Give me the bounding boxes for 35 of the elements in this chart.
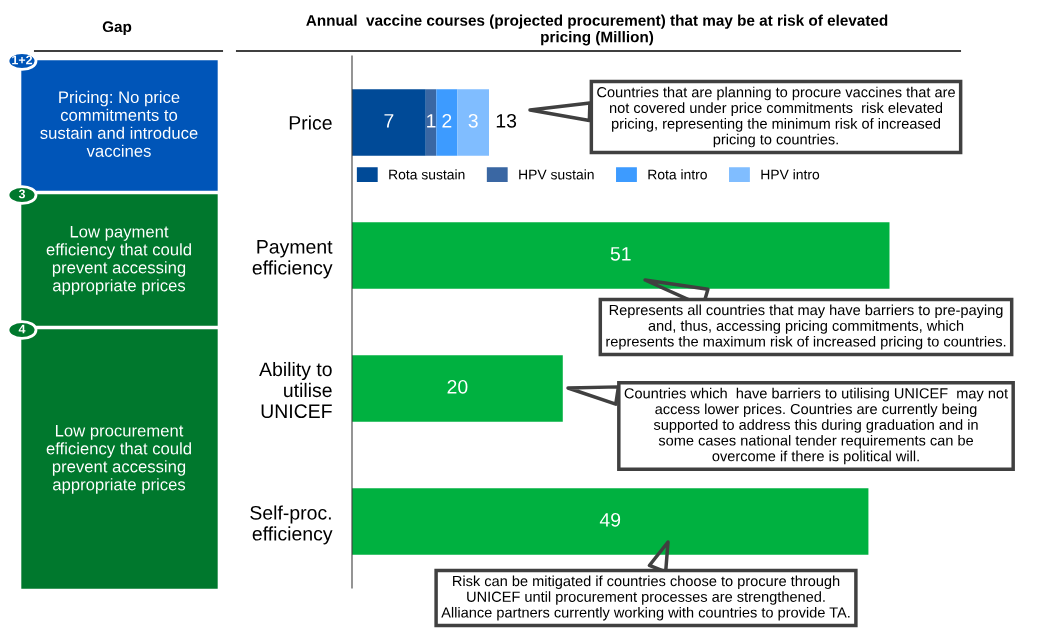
y-tick-label: Price	[289, 115, 332, 130]
bar	[352, 222, 890, 289]
y-tick-label: Ability to utilise UNICEF	[259, 361, 332, 419]
annotation: Risk can be mitigated if countries choose to procure through UNICEF until procurement processes are strengthened. Alliance partners currently working with countries to provide TA.	[441, 575, 850, 621]
data-label: 1	[427, 114, 436, 128]
bar	[352, 89, 426, 156]
text: Low procurement efficiency that could prevent accessing appropriate prices	[46, 424, 191, 494]
total-label: 13	[496, 113, 517, 128]
data-label: 3	[468, 113, 478, 128]
chart-title: Annual vaccine courses (projected procurement) that may be at risk of elevated pricing (Million)	[306, 14, 888, 46]
data-label: 7	[384, 114, 394, 128]
data-label: 49	[599, 512, 621, 527]
legend-label: HPV intro	[761, 169, 820, 180]
legend-label: Rota sustain	[389, 169, 465, 180]
y-tick-label: Payment efficiency	[252, 240, 333, 279]
text: 3	[18, 189, 26, 199]
legend-label: Rota intro	[648, 169, 707, 180]
bar	[457, 89, 490, 156]
text: 4	[18, 324, 26, 334]
bar	[352, 355, 563, 422]
annotation: Represents all countries that may have barriers to pre-paying and, thus, accessing pricing commitments, which represents the maximum risk of increased pricing to countries.	[606, 304, 1006, 350]
legend-label: HPV sustain	[519, 169, 594, 180]
text: Low payment efficiency that could prevent accessing appropriate prices	[46, 225, 191, 295]
annotation: Countries which have barriers to utilising UNICEF may not access lower prices. Countries are currently being supported to address this during graduation and in some cases national tender requirements can be overcome if there is political will.	[624, 387, 1008, 465]
data-label: 20	[447, 379, 468, 394]
text: 1+2	[12, 55, 33, 65]
data-label: 51	[610, 247, 631, 261]
bar	[436, 89, 458, 156]
bar	[352, 488, 869, 555]
text: Pricing: No price commitments to sustain and introduce vaccines	[40, 90, 198, 157]
y-tick-label: Self-proc. efficiency	[250, 505, 333, 545]
text: Gap	[102, 21, 132, 36]
annotation: Countries that are planning to procure vaccines that are not covered under price commitments risk elevated pricing, representing the minimum risk of increased pricing to countries.	[597, 86, 955, 148]
data-label: 2	[442, 113, 452, 128]
bar	[425, 89, 437, 156]
